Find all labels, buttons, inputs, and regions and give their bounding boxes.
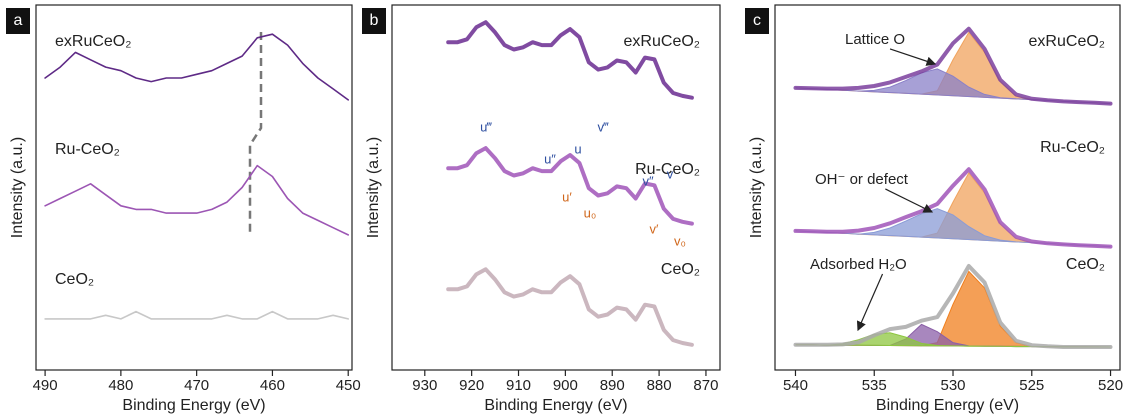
plot-frame (774, 4, 1121, 371)
x-tick-label: 900 (553, 377, 578, 394)
spectrum-line (44, 33, 349, 101)
component-area (795, 208, 1111, 248)
panel-label-box (6, 8, 30, 34)
x-tick-label: 450 (336, 377, 361, 394)
peak-label: v″ (642, 173, 654, 188)
peak-label: u″ (544, 151, 556, 166)
annotation: Lattice O (845, 31, 905, 48)
spectrum-line (446, 267, 694, 347)
annotation-arrow (856, 273, 884, 332)
peak-label: v‴ (597, 119, 609, 134)
plot-frame (35, 4, 353, 371)
peak-label: v (667, 166, 674, 181)
spectrum-line (793, 264, 1113, 349)
peak-label: u′ (562, 189, 572, 204)
panel-label: b (370, 12, 379, 29)
x-tick-label: 530 (940, 377, 965, 394)
spectrum-line (446, 20, 694, 100)
x-axis-label: Binding Energy (eV) (484, 397, 627, 414)
spectrum-line (446, 146, 694, 226)
x-tick-label: 460 (260, 377, 285, 394)
y-axis-label: Intensity (a.u.) (748, 137, 765, 238)
plot-frame (391, 4, 721, 371)
panel-label-box (362, 8, 386, 34)
component-area (795, 270, 1111, 348)
y-axis-label: Intensity (a.u.) (365, 137, 382, 238)
sample-label: CeO₂ (1066, 256, 1105, 273)
x-tick-label: 540 (783, 377, 808, 394)
sample-label: exRuCeO₂ (624, 33, 700, 50)
x-tick-label: 525 (1019, 377, 1044, 394)
x-tick-label: 920 (459, 377, 484, 394)
peak-label: v₀ (674, 233, 686, 248)
annotation-arrow (885, 188, 934, 213)
annotation-arrow (889, 48, 937, 66)
x-tick-label: 470 (184, 377, 209, 394)
annotation: OH⁻ or defect (815, 171, 909, 188)
panel-label-box (745, 8, 769, 34)
x-axis-label: Binding Energy (eV) (876, 397, 1019, 414)
peak-label: u (574, 141, 581, 156)
annotation: Adsorbed H₂O (810, 256, 907, 273)
sample-label: Ru-CeO₂ (635, 161, 700, 178)
peak-label: u₀ (584, 205, 597, 220)
peak-label: u‴ (480, 119, 492, 134)
spectrum-line (793, 167, 1113, 249)
spectrum-line (793, 26, 1113, 106)
x-tick-label: 890 (600, 377, 625, 394)
x-tick-label: 880 (647, 377, 672, 394)
spectrum-line (44, 310, 349, 320)
sample-label: CeO₂ (661, 261, 700, 278)
x-tick-label: 490 (33, 377, 58, 394)
sample-label: CeO₂ (55, 271, 94, 288)
x-tick-label: 520 (1098, 377, 1123, 394)
x-tick-label: 535 (862, 377, 887, 394)
x-axis-label: Binding Energy (eV) (122, 397, 265, 414)
x-tick-label: 930 (412, 377, 437, 394)
spectrum-line (44, 164, 349, 236)
x-tick-label: 480 (108, 377, 133, 394)
sample-label: Ru-CeO₂ (55, 141, 120, 158)
y-axis-label: Intensity (a.u.) (9, 137, 26, 238)
panel-label: c (753, 12, 761, 29)
x-tick-label: 870 (693, 377, 718, 394)
sample-label: exRuCeO₂ (55, 33, 131, 50)
peak-label: v′ (650, 221, 660, 236)
sample-label: exRuCeO₂ (1029, 33, 1105, 50)
sample-label: Ru-CeO₂ (1040, 139, 1105, 156)
panel-label: a (14, 12, 23, 29)
shift-guide (248, 32, 263, 232)
x-tick-label: 910 (506, 377, 531, 394)
